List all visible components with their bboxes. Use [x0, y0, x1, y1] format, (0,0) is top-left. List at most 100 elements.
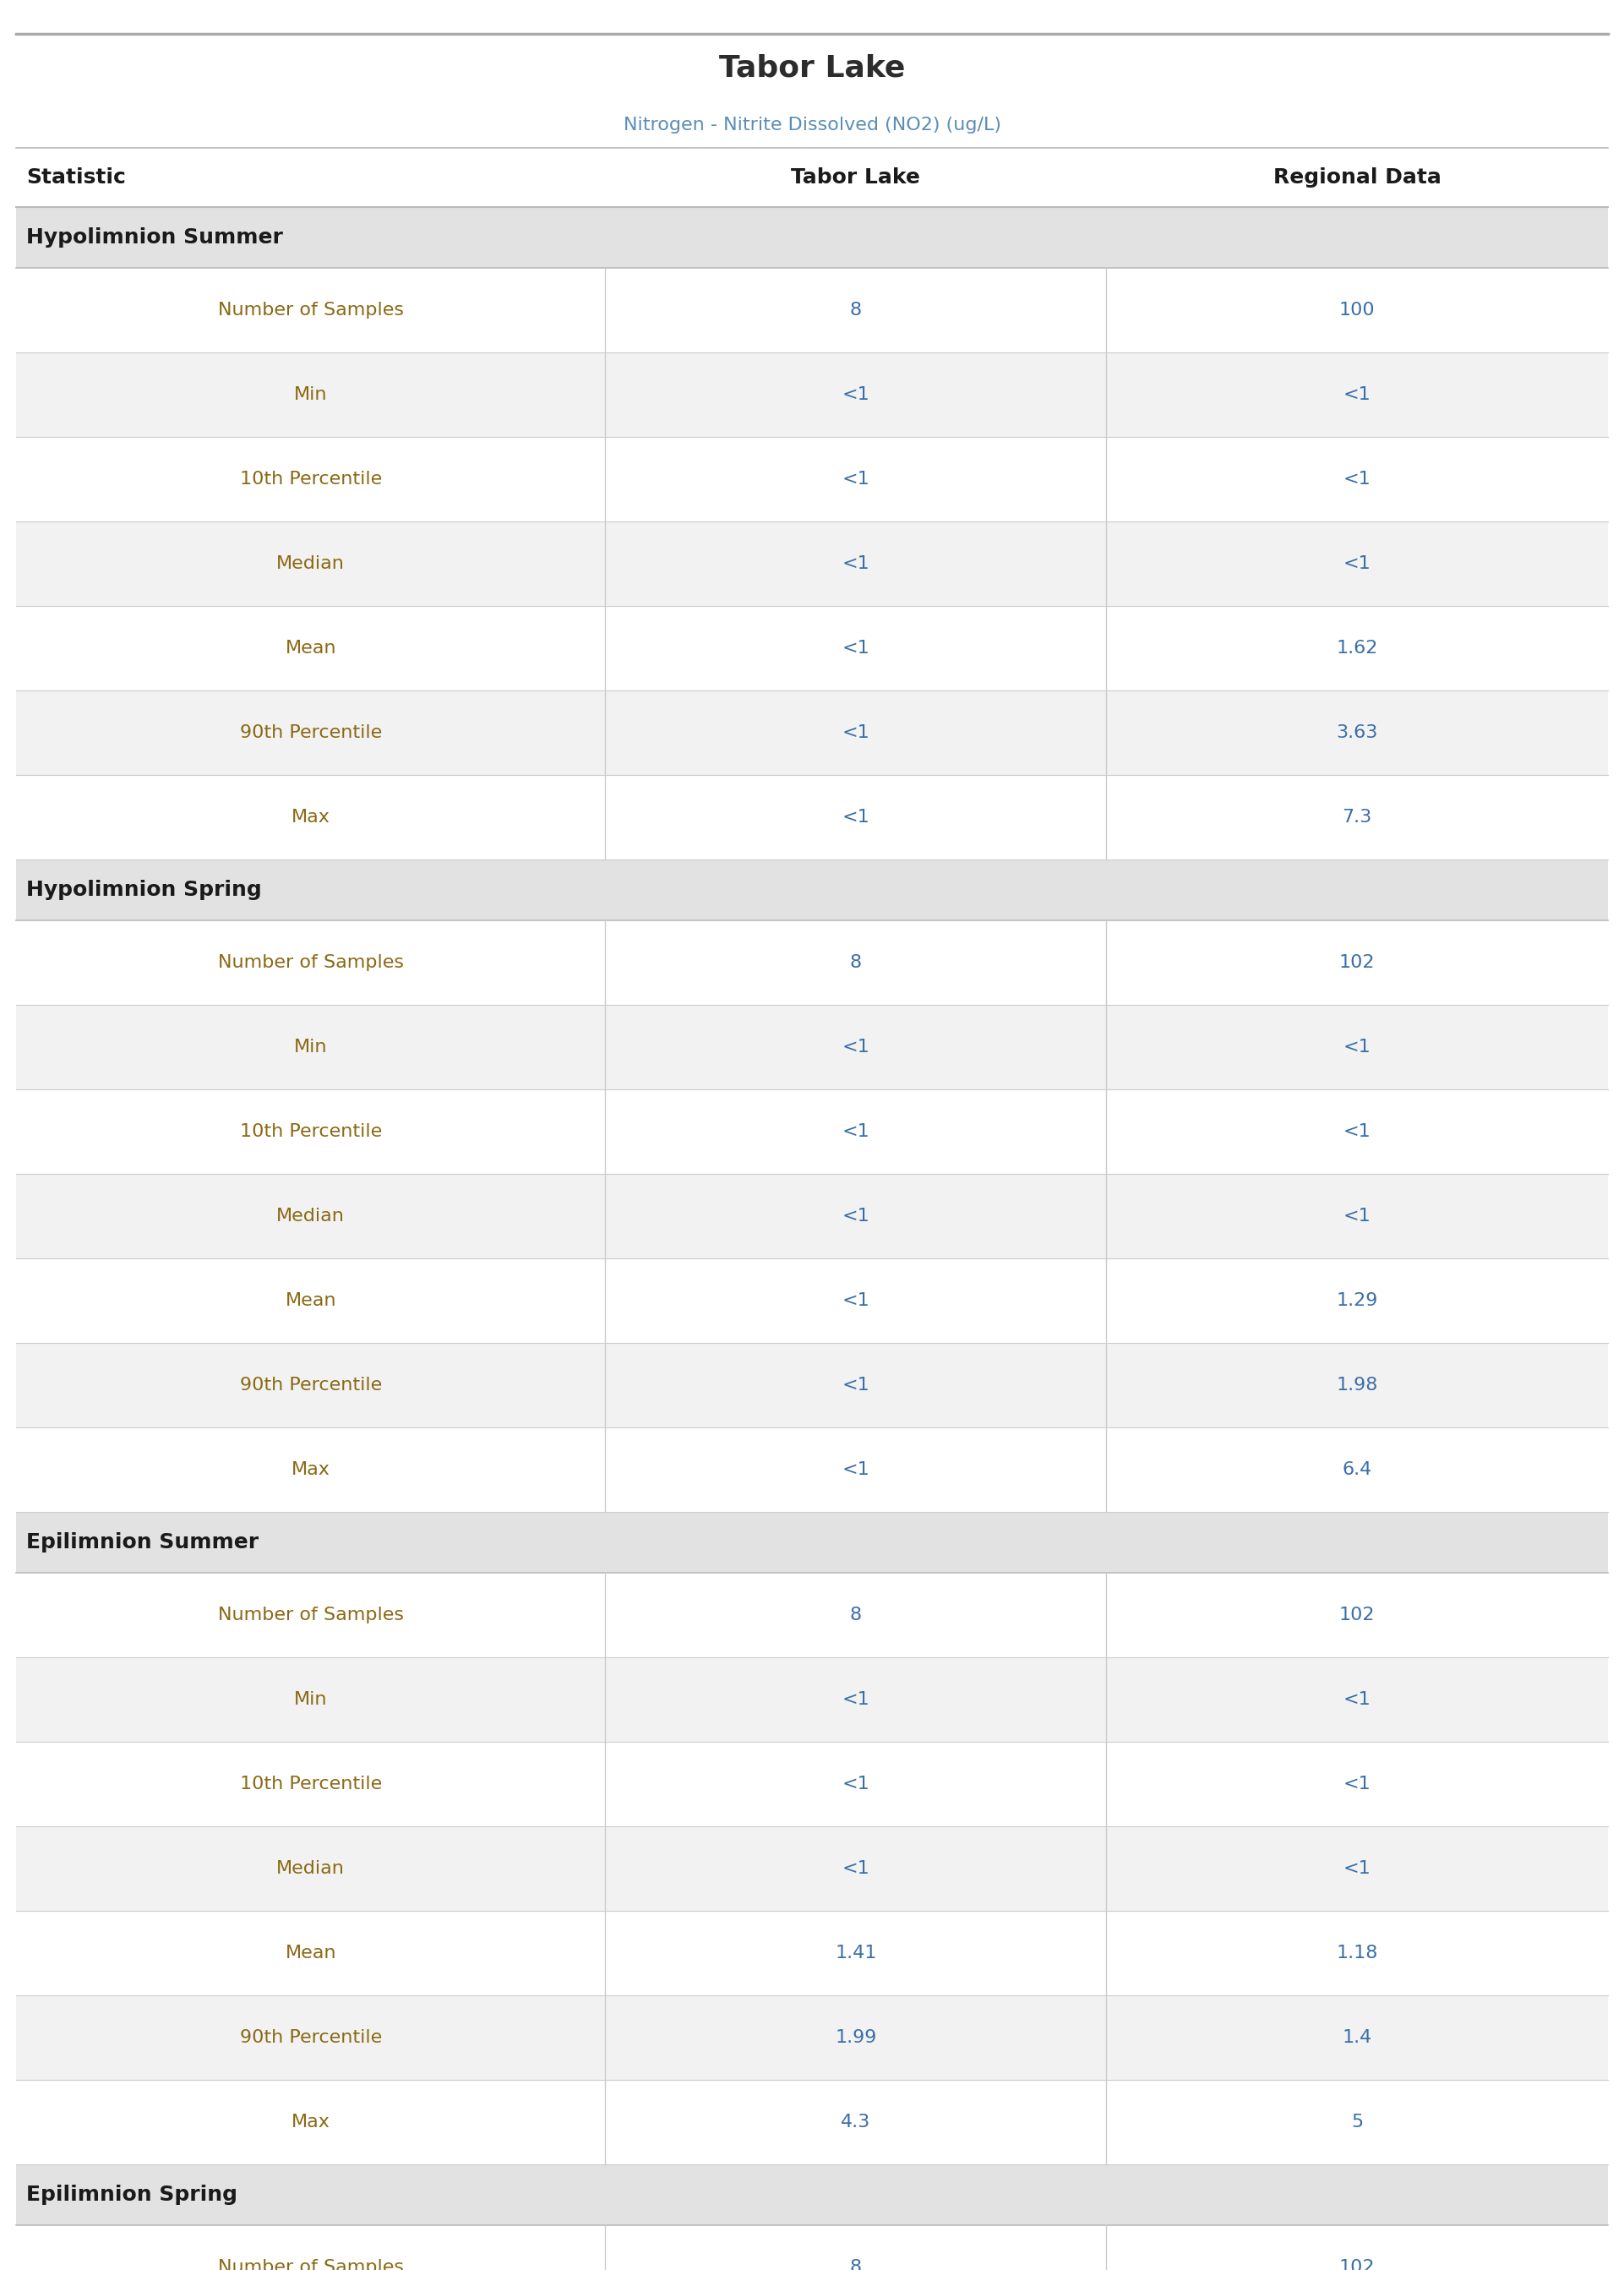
Text: 8: 8 — [849, 953, 862, 972]
Text: Max: Max — [291, 2113, 330, 2132]
Text: Mean: Mean — [286, 640, 336, 656]
Text: <1: <1 — [1343, 1775, 1371, 1793]
Text: 100: 100 — [1340, 302, 1376, 318]
Text: Hypolimnion Summer: Hypolimnion Summer — [26, 227, 283, 247]
Text: <1: <1 — [1343, 1208, 1371, 1226]
Text: 1.99: 1.99 — [835, 2029, 877, 2045]
Text: Number of Samples: Number of Samples — [218, 953, 404, 972]
Bar — [16, 522, 1608, 606]
Text: <1: <1 — [841, 1378, 869, 1394]
Text: <1: <1 — [1343, 1040, 1371, 1056]
Bar — [16, 1657, 1608, 1741]
Text: Regional Data: Regional Data — [1273, 168, 1440, 188]
Text: <1: <1 — [841, 470, 869, 488]
Bar — [16, 1512, 1608, 1573]
Text: <1: <1 — [841, 1462, 869, 1478]
Text: 90th Percentile: 90th Percentile — [240, 1378, 382, 1394]
Text: <1: <1 — [841, 1292, 869, 1310]
Text: Number of Samples: Number of Samples — [218, 1607, 404, 1623]
Bar — [16, 690, 1608, 776]
Bar — [16, 860, 1608, 922]
Text: Tabor Lake: Tabor Lake — [719, 54, 905, 82]
Text: <1: <1 — [841, 1775, 869, 1793]
Text: 10th Percentile: 10th Percentile — [240, 470, 382, 488]
Text: <1: <1 — [841, 1208, 869, 1226]
Text: Epilimnion Summer: Epilimnion Summer — [26, 1532, 258, 1553]
Text: 7.3: 7.3 — [1341, 808, 1372, 826]
Text: 4.3: 4.3 — [841, 2113, 870, 2132]
Text: 10th Percentile: 10th Percentile — [240, 1775, 382, 1793]
Text: 6.4: 6.4 — [1341, 1462, 1372, 1478]
Bar — [16, 438, 1608, 522]
Text: <1: <1 — [841, 1124, 869, 1140]
Text: <1: <1 — [1343, 556, 1371, 572]
Text: Median: Median — [276, 556, 344, 572]
Bar — [16, 1911, 1608, 1995]
Text: 102: 102 — [1340, 1607, 1376, 1623]
Text: Number of Samples: Number of Samples — [218, 302, 404, 318]
Bar — [16, 2079, 1608, 2166]
Bar — [16, 1428, 1608, 1512]
Text: 3.63: 3.63 — [1337, 724, 1377, 742]
Text: 1.4: 1.4 — [1341, 2029, 1372, 2045]
Text: Epilimnion Spring: Epilimnion Spring — [26, 2186, 237, 2204]
Bar — [16, 1827, 1608, 1911]
Bar — [16, 1174, 1608, 1258]
Text: 1.18: 1.18 — [1337, 1945, 1377, 1961]
Text: Mean: Mean — [286, 1292, 336, 1310]
Text: <1: <1 — [841, 556, 869, 572]
Text: Median: Median — [276, 1861, 344, 1877]
Bar — [16, 1090, 1608, 1174]
Text: <1: <1 — [841, 1040, 869, 1056]
Text: 8: 8 — [849, 302, 862, 318]
Bar — [16, 922, 1608, 1006]
Bar — [16, 1995, 1608, 2079]
Bar — [16, 1344, 1608, 1428]
Bar — [16, 1741, 1608, 1827]
Text: Statistic: Statistic — [26, 168, 127, 188]
Text: <1: <1 — [1343, 470, 1371, 488]
Text: Min: Min — [294, 1691, 328, 1709]
Text: Hypolimnion Spring: Hypolimnion Spring — [26, 881, 261, 901]
Text: Min: Min — [294, 1040, 328, 1056]
Bar — [16, 2225, 1608, 2270]
Text: 1.41: 1.41 — [835, 1945, 877, 1961]
Text: 1.98: 1.98 — [1337, 1378, 1377, 1394]
Text: <1: <1 — [841, 1691, 869, 1709]
Bar — [16, 268, 1608, 352]
Text: <1: <1 — [1343, 1861, 1371, 1877]
Text: <1: <1 — [841, 808, 869, 826]
Text: Tabor Lake: Tabor Lake — [791, 168, 921, 188]
Text: 8: 8 — [849, 2259, 862, 2270]
Text: Max: Max — [291, 1462, 330, 1478]
Text: 5: 5 — [1351, 2113, 1363, 2132]
Text: <1: <1 — [1343, 1691, 1371, 1709]
Text: Mean: Mean — [286, 1945, 336, 1961]
Text: 102: 102 — [1340, 2259, 1376, 2270]
Text: 1.29: 1.29 — [1337, 1292, 1377, 1310]
Bar — [16, 2166, 1608, 2225]
Bar — [16, 606, 1608, 690]
Text: Min: Min — [294, 386, 328, 404]
Bar — [16, 1006, 1608, 1090]
Text: 10th Percentile: 10th Percentile — [240, 1124, 382, 1140]
Text: <1: <1 — [841, 640, 869, 656]
Bar — [16, 776, 1608, 860]
Bar — [16, 207, 1608, 268]
Text: <1: <1 — [1343, 386, 1371, 404]
Text: 1.62: 1.62 — [1337, 640, 1377, 656]
Text: Number of Samples: Number of Samples — [218, 2259, 404, 2270]
Bar — [16, 1573, 1608, 1657]
Text: <1: <1 — [841, 386, 869, 404]
Text: Nitrogen - Nitrite Dissolved (NO2) (ug/L): Nitrogen - Nitrite Dissolved (NO2) (ug/L… — [624, 116, 1000, 134]
Text: 8: 8 — [849, 1607, 862, 1623]
Bar — [16, 352, 1608, 438]
Text: <1: <1 — [1343, 1124, 1371, 1140]
Text: Max: Max — [291, 808, 330, 826]
Text: 90th Percentile: 90th Percentile — [240, 724, 382, 742]
Text: <1: <1 — [841, 1861, 869, 1877]
Text: <1: <1 — [841, 724, 869, 742]
Text: 90th Percentile: 90th Percentile — [240, 2029, 382, 2045]
Bar — [16, 1258, 1608, 1344]
Text: 102: 102 — [1340, 953, 1376, 972]
